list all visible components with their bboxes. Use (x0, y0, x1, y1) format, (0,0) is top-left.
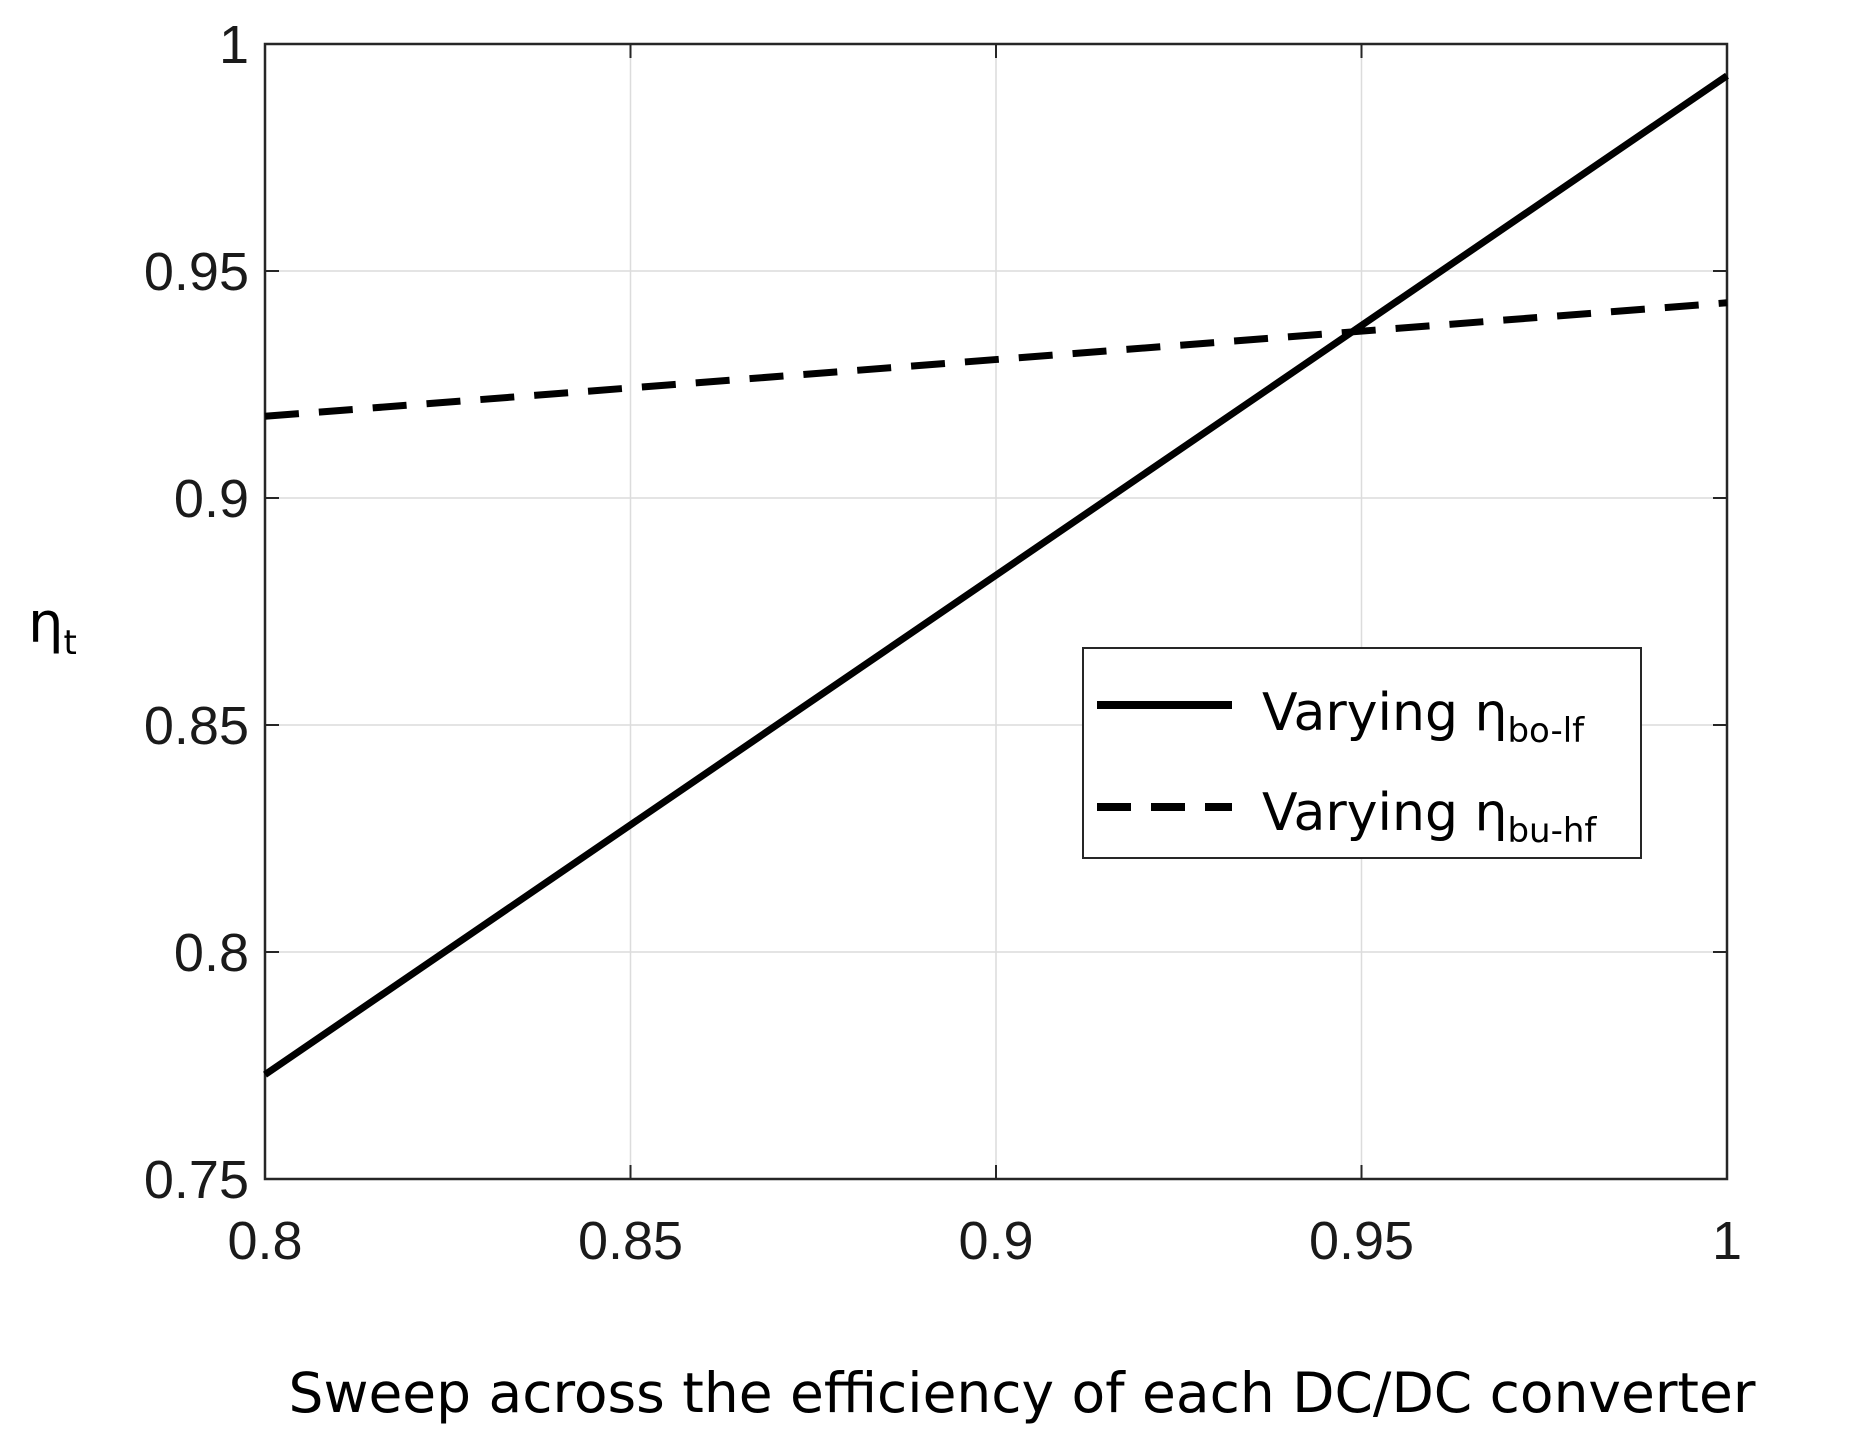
legend-label-dashed: Varying ηbu-hf (1262, 783, 1597, 851)
series-lines (263, 72, 1729, 1078)
x-tick-label: 0.95 (1309, 1211, 1414, 1271)
legend-box (1082, 647, 1642, 859)
y-tick-label: 1 (219, 15, 249, 75)
x-tick-label: 1 (1712, 1211, 1742, 1271)
y-tick-label: 0.85 (144, 696, 249, 756)
y-axis-title-main: η (28, 591, 64, 656)
y-axis-title: ηt (28, 591, 77, 663)
y-tick-label: 0.8 (174, 923, 249, 983)
legend: Varying ηbo-lf Varying ηbu-hf (1082, 647, 1642, 859)
legend-label-dashed-main: Varying η (1262, 783, 1507, 843)
axis-ticks: 0.8 0.85 0.9 0.95 10.750.80.850.90.951 (144, 15, 1742, 1271)
legend-label-dashed-sub: bu-hf (1507, 811, 1597, 851)
series-line-bo-lf (263, 72, 1729, 1078)
x-axis-title: Sweep across the efficiency of each DC/D… (289, 1361, 1756, 1425)
x-tick-label: 0.8 (227, 1211, 302, 1271)
y-axis-title-sub: t (64, 623, 77, 663)
legend-label-solid: Varying ηbo-lf (1262, 683, 1585, 751)
legend-label-solid-main: Varying η (1262, 683, 1507, 743)
y-tick-label: 0.75 (144, 1150, 249, 1210)
x-tick-label: 0.85 (578, 1211, 683, 1271)
x-tick-label: 0.9 (958, 1211, 1033, 1271)
legend-label-solid-sub: bo-lf (1507, 711, 1585, 751)
series-line-bu-hf (264, 299, 1728, 420)
y-tick-label: 0.95 (144, 242, 249, 302)
y-tick-label: 0.9 (174, 469, 249, 529)
